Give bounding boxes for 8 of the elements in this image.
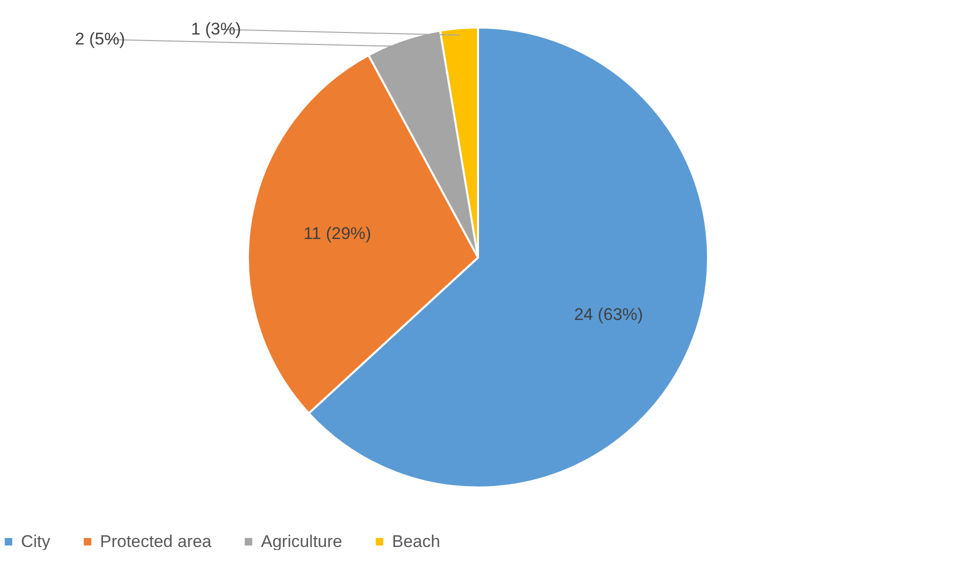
- legend-label: Beach: [392, 532, 440, 551]
- legend-label: Agriculture: [261, 532, 342, 551]
- data-label: 1 (3%): [190, 20, 242, 38]
- data-label: 2 (5%): [74, 30, 126, 48]
- legend-label: City: [21, 532, 51, 551]
- data-label: 24 (63%): [574, 304, 644, 324]
- data-label: 11 (29%): [303, 224, 372, 244]
- legend-label: Protected area: [100, 532, 212, 551]
